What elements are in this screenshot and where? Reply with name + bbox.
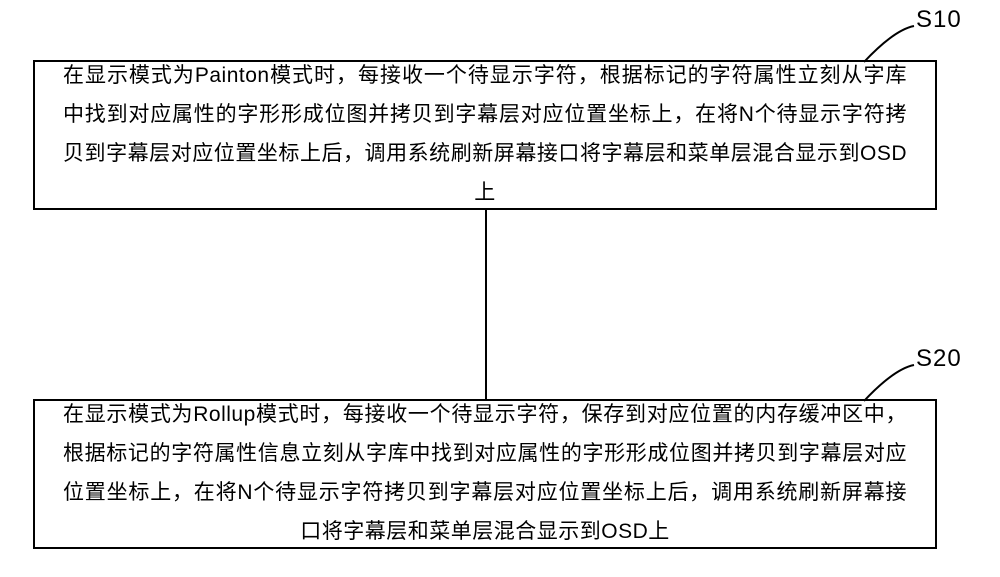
flowchart-node-s10: 在显示模式为Painton模式时，每接收一个待显示字符，根据标记的字符属性立刻从… bbox=[33, 60, 937, 210]
flowchart-leader-s10 bbox=[858, 20, 918, 64]
flowchart-node-s20-text: 在显示模式为Rollup模式时，每接收一个待显示字符，保存到对应位置的内存缓冲区… bbox=[63, 396, 907, 551]
flowchart-node-s10-text: 在显示模式为Painton模式时，每接收一个待显示字符，根据标记的字符属性立刻从… bbox=[63, 57, 907, 212]
flowchart-edge-s10-s20 bbox=[485, 210, 487, 399]
flowchart-label-s10: S10 bbox=[916, 6, 962, 34]
flowchart-leader-s20 bbox=[858, 359, 918, 403]
flowchart-canvas: 在显示模式为Painton模式时，每接收一个待显示字符，根据标记的字符属性立刻从… bbox=[0, 0, 1000, 577]
flowchart-label-s20: S20 bbox=[916, 345, 962, 373]
flowchart-node-s20: 在显示模式为Rollup模式时，每接收一个待显示字符，保存到对应位置的内存缓冲区… bbox=[33, 399, 937, 549]
